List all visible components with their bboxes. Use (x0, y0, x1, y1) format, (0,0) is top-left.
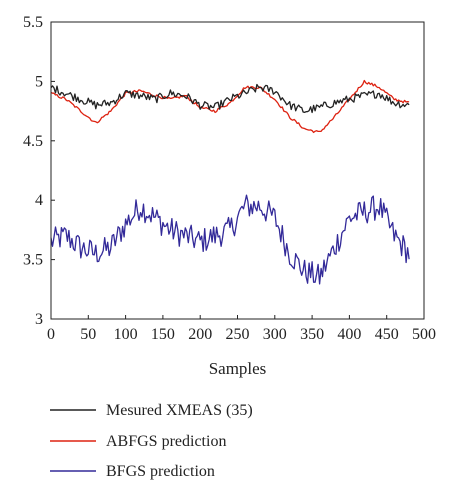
x-tick-label: 400 (337, 326, 361, 343)
y-tick-label: 4.5 (23, 133, 43, 150)
legend-label: ABFGS prediction (106, 433, 226, 450)
x-tick-label: 500 (412, 326, 436, 343)
x-tick-label: 100 (114, 326, 138, 343)
x-tick-label: 200 (188, 326, 212, 343)
x-axis-ticks: 0 50 100 150 200 250 300 350 400 450 500 (47, 315, 436, 343)
x-tick-label: 350 (300, 326, 324, 343)
x-tick-label: 50 (80, 326, 96, 343)
y-tick-label: 5.5 (23, 14, 43, 31)
y-tick-label: 4 (35, 192, 43, 209)
x-tick-label: 300 (263, 326, 287, 343)
y-axis-ticks: 3 3.5 4 4.5 5 5.5 (23, 14, 55, 328)
plot-frame (50, 21, 425, 320)
legend-label: BFGS prediction (106, 463, 215, 480)
x-tick-label: 250 (226, 326, 250, 343)
series-line-1 (50, 83, 410, 114)
y-tick-label: 5 (35, 73, 43, 90)
y-tick-label: 3 (35, 311, 43, 328)
legend-label: Mesured XMEAS (35) (106, 402, 253, 419)
x-tick-label: 150 (151, 326, 175, 343)
series-line-3 (50, 194, 410, 285)
plot-area (50, 79, 410, 285)
x-tick-label: 450 (375, 326, 399, 343)
series-line-2 (50, 79, 410, 134)
x-tick-label: 0 (47, 326, 55, 343)
y-tick-label: 3.5 (23, 252, 43, 269)
x-axis-title: Samples (209, 359, 267, 378)
legend: Mesured XMEAS (35) ABFGS prediction BFGS p… (50, 402, 253, 480)
